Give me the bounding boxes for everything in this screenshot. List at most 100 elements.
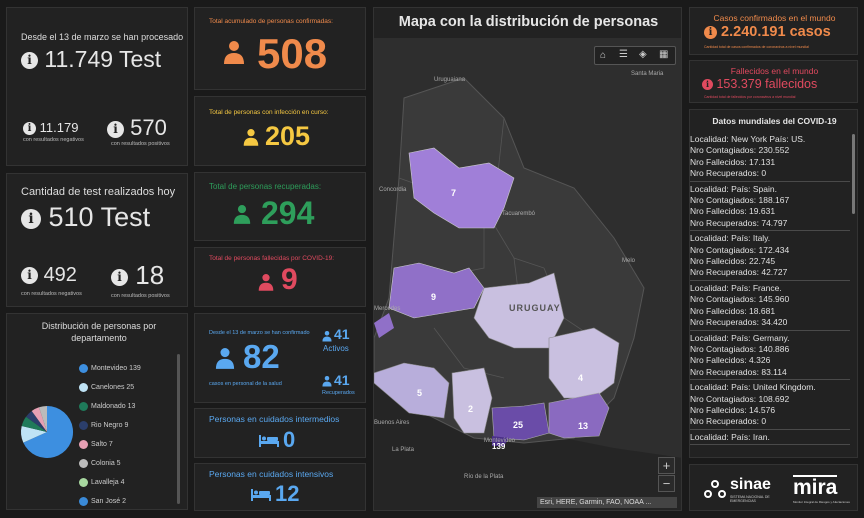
tests-neg-label: con resultados negativos xyxy=(23,137,84,143)
confirmed-label: Total acumulado de personas confirmadas: xyxy=(209,18,333,25)
world-deaths-row: i 153.379 fallecidos xyxy=(702,77,817,91)
health-staff-sublabel: casos en personal de la salud xyxy=(209,381,282,387)
intensive-care-label: Personas en cuidados intensivos xyxy=(209,469,334,479)
dept-rionegro-sm[interactable] xyxy=(374,313,394,338)
map-count-artigas: 7 xyxy=(451,188,456,198)
world-record-infected: Nro Contagiados: 188.167 xyxy=(690,195,790,206)
distribution-legend-item: Rio Negro 9 xyxy=(79,421,129,430)
distribution-scrollbar[interactable] xyxy=(177,354,180,504)
tests-today-neg-label: con resultados negativos xyxy=(21,291,82,297)
map-count-colonia: 5 xyxy=(417,388,422,398)
basemap-gallery-icon[interactable]: ▦ xyxy=(659,49,669,60)
person-icon xyxy=(233,205,251,224)
map-count-lavalleja: 4 xyxy=(578,373,583,383)
person-icon xyxy=(243,129,259,146)
world-record: Localidad: País: Iran. xyxy=(690,430,850,446)
zoom-out-button[interactable]: − xyxy=(658,475,675,492)
world-deaths-sublabel: Cantidad total de fallecidos por coronav… xyxy=(704,95,796,99)
map-place-santamaria: Santa Maria xyxy=(631,71,664,77)
legend-swatch xyxy=(79,383,88,392)
world-record-location: Localidad: País: Germany. xyxy=(690,332,790,343)
map-count-paysandu: 9 xyxy=(431,292,436,302)
tests-today-pos-row: i 18 xyxy=(111,260,164,291)
map-attribution: Esri, HERE, Garmin, FAO, NOAA ... xyxy=(537,497,677,508)
distribution-legend-item: Salto 7 xyxy=(79,440,113,449)
uruguay-map[interactable]: 7 9 5 2 25 139 13 4 Uruguaiana Santa Mar… xyxy=(374,38,682,511)
legend-swatch xyxy=(79,459,88,468)
world-record-location: Localidad: País: Italy. xyxy=(690,233,771,244)
tests-neg-value: 11.179 xyxy=(39,120,79,135)
dept-lavalleja[interactable] xyxy=(548,327,620,399)
info-icon: i xyxy=(111,268,128,286)
dept-artigas[interactable] xyxy=(408,147,515,229)
dept-maldonado[interactable] xyxy=(548,392,610,439)
person-icon xyxy=(322,331,332,342)
distribution-legend-item: Montevideo 139 xyxy=(79,364,141,373)
intensive-care-value: 12 xyxy=(275,481,300,506)
legend-label: Colonia 5 xyxy=(91,460,121,467)
dept-colonia[interactable] xyxy=(374,362,450,419)
home-icon[interactable]: ⌂ xyxy=(600,50,607,61)
distribution-legend-item: Maldonado 13 xyxy=(79,402,136,411)
health-staff-value: 82 xyxy=(243,338,280,375)
legend-label: Maldonado 13 xyxy=(91,403,136,410)
tests-pos-row: i 570 xyxy=(107,115,167,141)
legend-list-icon[interactable]: ☰ xyxy=(619,49,628,60)
map-count-sanjose: 2 xyxy=(468,404,473,414)
tests-pos-label: con resultados positivos xyxy=(111,141,170,147)
world-record: Localidad: País: Germany. Nro Contagiados… xyxy=(690,331,850,381)
pie-slice-maldonado xyxy=(21,416,47,432)
map-place-mercedes: Mercedes xyxy=(374,306,400,312)
dept-montevideo[interactable] xyxy=(492,436,509,446)
world-record-deaths: Nro Fallecidos: 22.745 xyxy=(690,256,776,267)
distribution-legend-item: San José 2 xyxy=(79,497,126,506)
map-count-montevideo: 139 xyxy=(492,442,506,451)
tests-today-row: i 510 Test xyxy=(21,202,150,233)
world-record-deaths: Nro Fallecidos: 4.326 xyxy=(690,355,771,366)
info-icon: i xyxy=(21,208,41,229)
legend-label: Rio Negro 9 xyxy=(91,422,129,429)
tests-total-row: i 11.749 Test xyxy=(21,46,161,73)
pie-slice-canelones xyxy=(21,426,47,443)
intermediate-care-label: Personas en cuidados intermedios xyxy=(209,414,340,424)
dept-paysandu[interactable] xyxy=(388,262,485,319)
world-record-location: Localidad: New York País: US. xyxy=(690,134,806,144)
map-place-riodelaplata: Río de la Plata xyxy=(464,474,504,480)
intensive-care-panel: Personas en cuidados intensivos 12 xyxy=(194,463,366,511)
sinae-logo-subtext: SISTEMA NACIONAL DE EMERGENCIAS xyxy=(730,495,770,503)
active-label: Total de personas con infección en curso… xyxy=(209,109,329,116)
logos-panel: sinae SISTEMA NACIONAL DE EMERGENCIAS mi… xyxy=(689,464,858,511)
tests-pos-value: 570 xyxy=(130,115,167,140)
tests-today-value: 510 Test xyxy=(48,202,151,232)
pie-slice-rionegro xyxy=(26,411,47,432)
person-icon xyxy=(258,274,274,291)
world-record-deaths: Nro Fallecidos: 19.631 xyxy=(690,206,776,217)
layers-icon[interactable]: ◈ xyxy=(639,49,647,60)
world-record-deaths: Nro Fallecidos: 14.576 xyxy=(690,404,776,415)
distribution-legend-item: Lavalleja 4 xyxy=(79,478,124,487)
zoom-in-button[interactable]: + xyxy=(658,457,675,474)
legend-swatch xyxy=(79,478,88,487)
pie-slice-salto xyxy=(31,407,47,432)
info-icon: i xyxy=(23,122,36,136)
dept-sanjose[interactable] xyxy=(451,367,493,434)
world-record-infected: Nro Contagiados: 145.960 xyxy=(690,294,790,305)
recovered-panel: Total de personas recuperadas: 294 xyxy=(194,172,366,241)
legend-label: Montevideo 139 xyxy=(91,365,141,372)
world-data-list[interactable]: Localidad: New York País: US. Nro Contagi… xyxy=(690,132,850,457)
world-record-infected: Nro Contagiados: 108.692 xyxy=(690,393,790,404)
world-data-title: Datos mundiales del COVID-19 xyxy=(712,116,837,126)
tests-today-panel: Cantidad de test realizados hoy i 510 Te… xyxy=(6,173,188,307)
legend-swatch xyxy=(79,364,88,373)
map-place-uruguay: URUGUAY xyxy=(509,303,561,313)
world-record-infected: Nro Contagiados: 230.552 xyxy=(690,145,790,156)
distribution-title: Distribución de personas por departament… xyxy=(41,321,157,343)
map-panel[interactable]: Mapa con la distribución de personas 7 xyxy=(373,7,682,511)
confirmed-value: 508 xyxy=(257,30,328,77)
mira-logo-subtext: Monitor Integral de Riesgos y Afectacion… xyxy=(793,500,850,504)
world-record-location: Localidad: País: Spain. xyxy=(690,183,777,194)
active-panel: Total de personas con infección en curso… xyxy=(194,96,366,166)
legend-label: Canelones 25 xyxy=(91,384,135,391)
world-record-location: Localidad: País: France. xyxy=(690,282,782,293)
world-data-scrollbar[interactable] xyxy=(852,134,855,214)
